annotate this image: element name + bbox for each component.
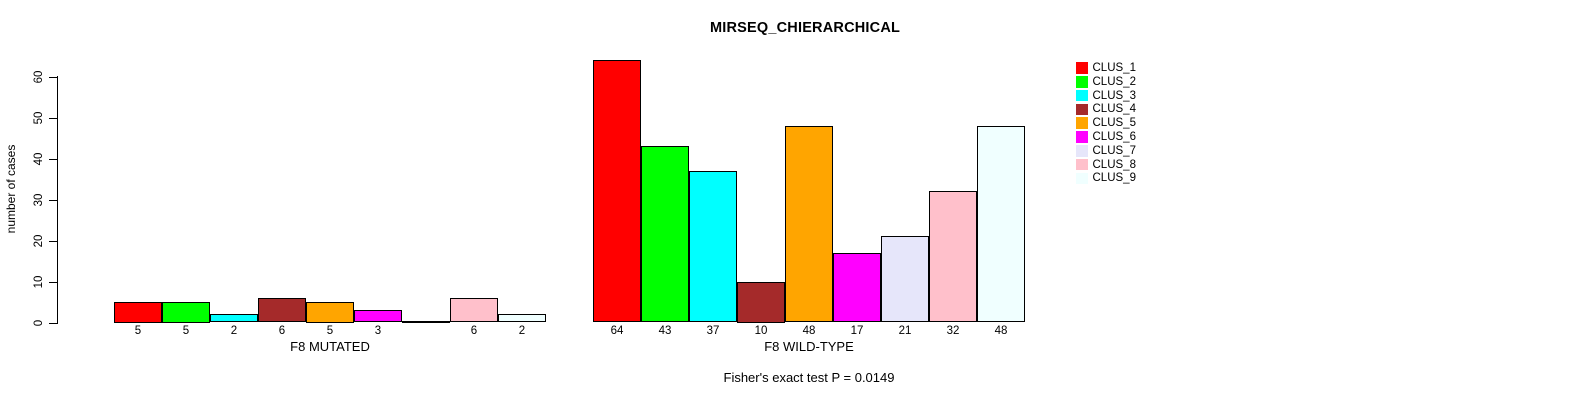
legend-label: CLUS_1 [1092, 62, 1136, 74]
legend-item: CLUS_4 [1076, 103, 1136, 115]
bar-value-label: 2 [230, 324, 238, 337]
legend-item: CLUS_7 [1076, 145, 1136, 157]
y-tick [49, 322, 57, 324]
bar [306, 302, 354, 323]
bar-value-label: 6 [278, 324, 286, 337]
bar-value-label: 10 [754, 324, 768, 337]
legend-label: CLUS_9 [1092, 172, 1136, 185]
bar-value-label: 48 [994, 324, 1008, 337]
legend-swatch [1076, 145, 1088, 157]
bar-value-label: 21 [898, 324, 912, 337]
y-tick-label: 60 [33, 70, 45, 84]
bar-value-label: 2 [518, 324, 526, 337]
bar [785, 125, 833, 323]
bar-value-label: 43 [658, 324, 672, 337]
y-tick-label: 40 [33, 152, 45, 166]
y-tick-label: 50 [33, 111, 45, 125]
legend-swatch [1076, 62, 1088, 74]
bar [929, 191, 977, 323]
bar-value-label: 3 [374, 324, 382, 337]
y-tick [49, 281, 57, 283]
bar [689, 170, 737, 323]
bar [258, 297, 306, 323]
legend-item: CLUS_8 [1076, 159, 1136, 171]
legend-item: CLUS_5 [1076, 117, 1136, 129]
x-group-label: F8 MUTATED [290, 339, 370, 354]
chart-title: MIRSEQ_CHIERARCHICAL [709, 20, 901, 36]
legend-label: CLUS_2 [1092, 75, 1136, 88]
legend-swatch [1076, 103, 1088, 116]
y-tick [49, 117, 57, 119]
bar [210, 314, 258, 323]
legend-item: CLUS_9 [1076, 172, 1136, 184]
y-axis-label: number of cases [4, 144, 18, 234]
bar-value-label: 6 [470, 324, 478, 337]
bar [162, 302, 210, 323]
y-tick-label: 0 [33, 319, 45, 327]
stat-test-note: Fisher's exact test P = 0.0149 [723, 370, 895, 385]
legend-swatch [1076, 158, 1088, 171]
bar [737, 281, 785, 323]
y-tick [49, 158, 57, 160]
bar [641, 146, 689, 323]
legend-swatch [1076, 172, 1088, 185]
bar-value-label: 5 [326, 324, 334, 337]
y-tick-label: 30 [33, 193, 45, 207]
bar [833, 252, 881, 323]
bar-value-label: 37 [706, 324, 720, 337]
legend-item: CLUS_3 [1076, 90, 1136, 102]
legend-item: CLUS_2 [1076, 76, 1136, 88]
y-tick-label: 10 [33, 275, 45, 289]
legend-label: CLUS_3 [1092, 89, 1136, 102]
legend-swatch [1076, 89, 1088, 102]
y-tick [49, 76, 57, 78]
bar [593, 60, 641, 323]
bar-value-label: 64 [610, 324, 624, 337]
legend-item: CLUS_6 [1076, 131, 1136, 143]
bar-value-label: 32 [946, 324, 960, 337]
bar [450, 297, 498, 323]
bar-value-label: 5 [182, 324, 190, 337]
legend-label: CLUS_7 [1092, 144, 1136, 157]
bar-value-label: 17 [850, 324, 864, 337]
legend-swatch [1076, 117, 1088, 129]
legend-label: CLUS_8 [1092, 158, 1136, 171]
legend-swatch [1076, 76, 1088, 88]
y-axis-line [56, 76, 58, 324]
bar-zero-line [402, 321, 450, 323]
x-group-label: F8 WILD-TYPE [764, 339, 854, 354]
y-tick-label: 20 [33, 234, 45, 248]
y-tick [49, 199, 57, 201]
bar [498, 314, 546, 323]
bar [977, 125, 1025, 323]
y-tick [49, 240, 57, 242]
legend-swatch [1076, 131, 1088, 143]
legend-item: CLUS_1 [1076, 62, 1136, 74]
bar [354, 310, 402, 323]
legend-label: CLUS_4 [1092, 103, 1136, 116]
legend-label: CLUS_6 [1092, 131, 1136, 143]
legend-label: CLUS_5 [1092, 117, 1136, 130]
bar [881, 236, 929, 323]
bar [114, 302, 162, 323]
bar-value-label: 5 [134, 324, 142, 337]
bar-value-label: 48 [802, 324, 816, 337]
